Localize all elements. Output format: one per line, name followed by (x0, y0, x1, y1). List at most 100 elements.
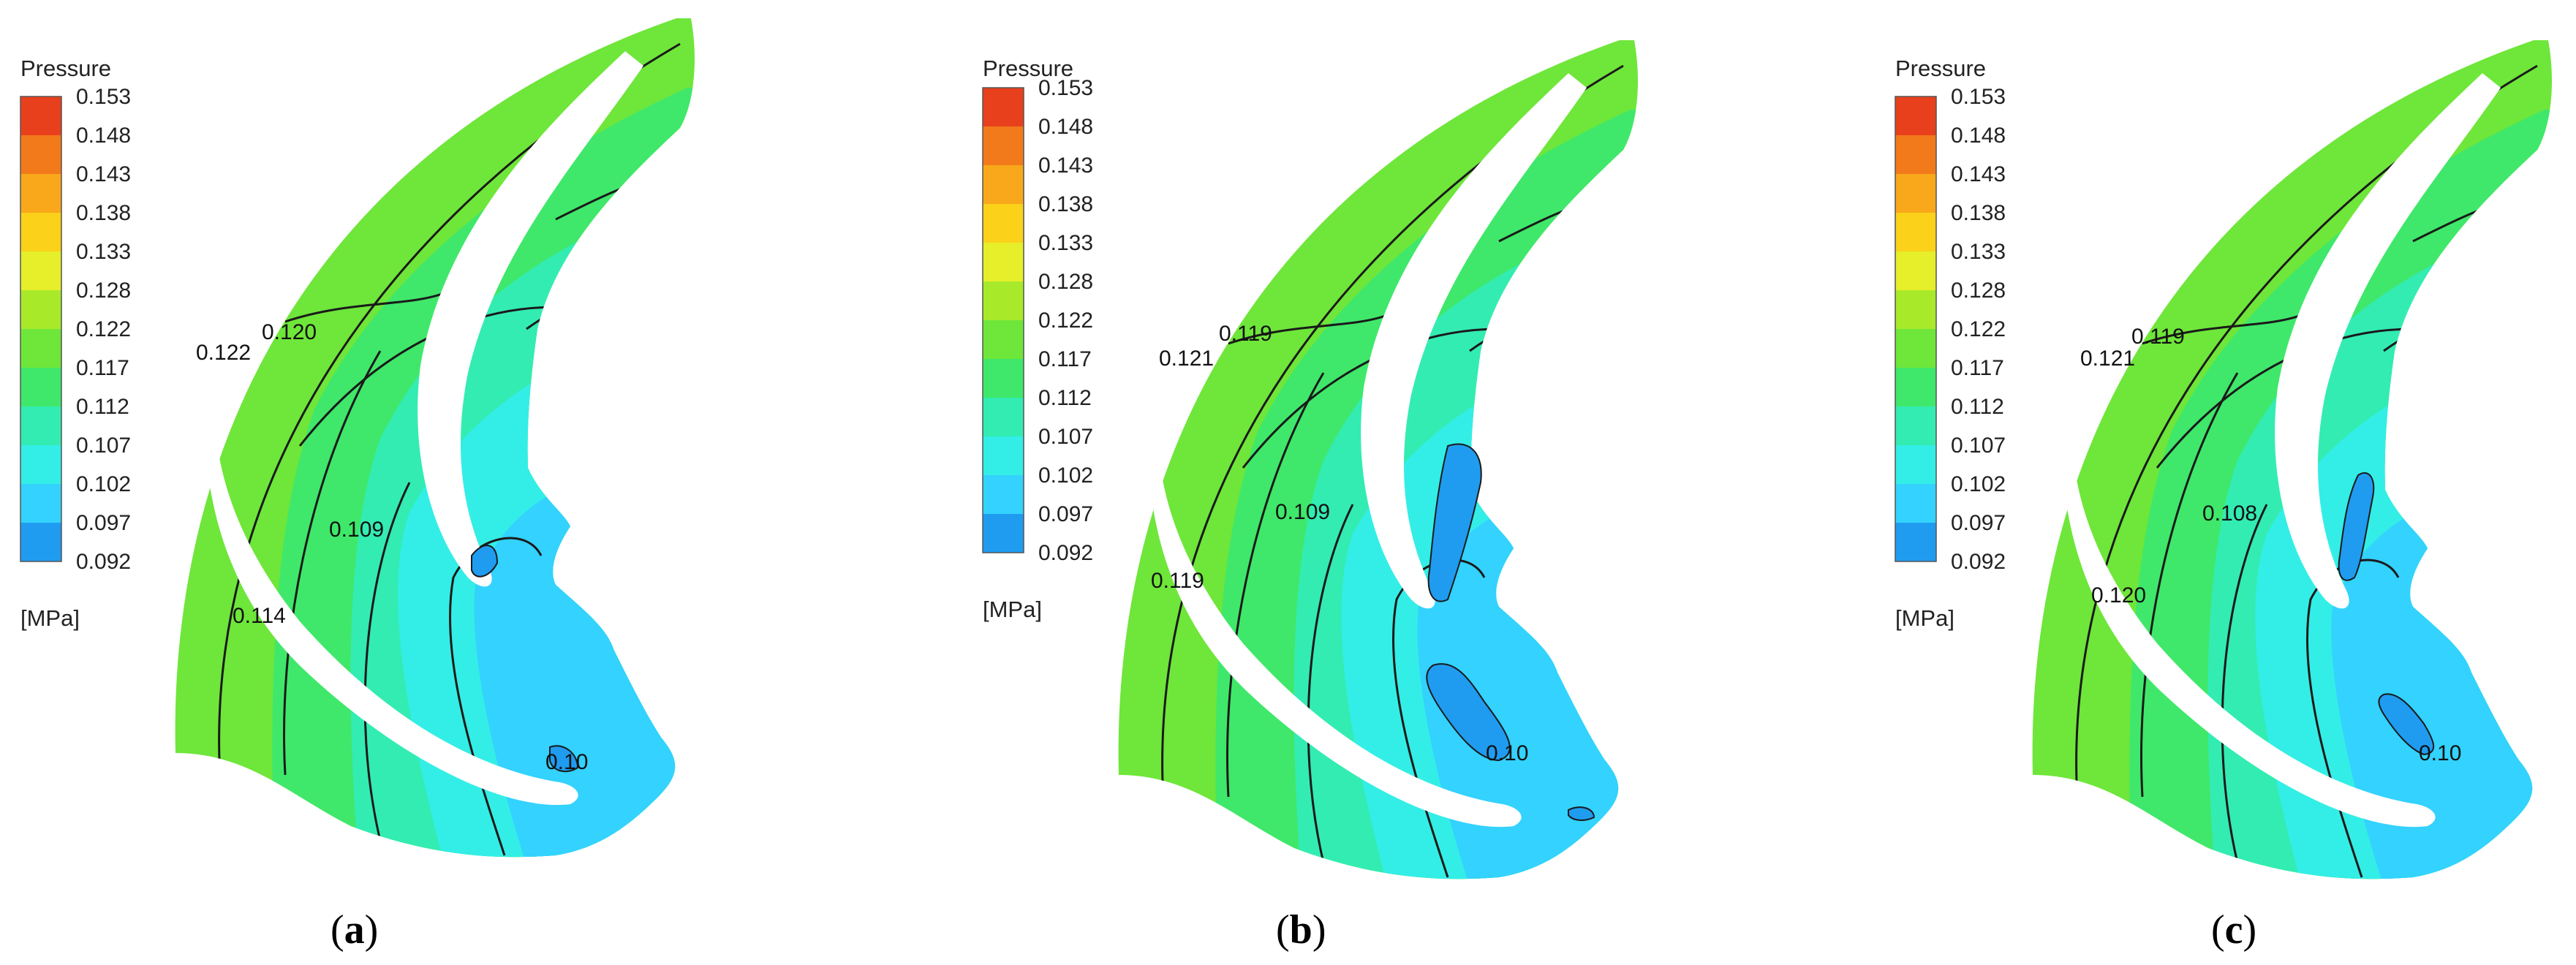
legend-color-swatch (1895, 484, 1936, 523)
legend-tick-label: 0.138 (1951, 201, 2006, 225)
legend-tick-label: 0.102 (76, 472, 131, 496)
legend-title: Pressure (983, 56, 1073, 81)
legend-colorbar (982, 87, 1024, 553)
legend-color-swatch (1895, 213, 1936, 251)
legend-colorbar (1895, 96, 1937, 562)
legend-color-swatch (1895, 329, 1936, 368)
legend-tick-label: 0.153 (1951, 85, 2006, 109)
legend-tick-label: 0.133 (1038, 231, 1093, 255)
legend-color-swatch (983, 436, 1024, 475)
legend-tick-labels: 0.153 0.148 0.143 0.138 0.133 0.128 0.122 0.117… (1038, 76, 1093, 565)
contour-label: 0.114 (233, 604, 286, 628)
contour-label: 0.108 (2202, 502, 2257, 526)
panel-c: Pressure 0.1530.1480.1430.1380.1330.1280… (1895, 40, 2576, 965)
legend-tick-label: 0.138 (1038, 192, 1093, 216)
contour-label: 0.121 (2080, 347, 2135, 371)
legend-tick-label: 0.143 (76, 162, 131, 186)
legend-color-swatch (20, 368, 61, 406)
legend-unit: [MPa] (20, 605, 80, 631)
legend-color-swatch (983, 475, 1024, 514)
legend-color-swatch (20, 406, 61, 445)
legend-colorbar (20, 96, 62, 562)
legend-tick-label: 0.148 (76, 124, 131, 148)
legend-color-swatch (20, 329, 61, 368)
legend-c: Pressure 0.1530.1480.1430.1380.1330.1280… (1895, 56, 2006, 631)
contour-label: 0.10 (2419, 741, 2461, 765)
legend-color-swatch (1895, 174, 1936, 213)
contour-label: 0.120 (262, 320, 317, 344)
legend-tick-label: 0.097 (1038, 502, 1093, 526)
legend-color-swatch (20, 484, 61, 523)
legend-tick-label: 0.107 (1951, 434, 2006, 458)
legend-color-swatch (20, 523, 61, 561)
legend-unit: [MPa] (1895, 605, 1954, 631)
legend-tick-label: 0.148 (1951, 124, 2006, 148)
panel-caption: (b) (1276, 907, 1326, 953)
contour-label: 0.121 (1159, 347, 1214, 371)
legend-frame (20, 96, 62, 562)
pressure-contour-channel (175, 18, 804, 950)
legend-color-swatch (1895, 96, 1936, 135)
legend-color-swatch (20, 174, 61, 213)
legend-color-swatch (20, 445, 61, 484)
legend-tick-label: 0.117 (1038, 347, 1092, 371)
legend-color-swatch (1895, 251, 1936, 290)
legend-tick-label: 0.102 (1951, 472, 2006, 496)
legend-a: Pressure 0.1530.1480.1430.1380.1330.1280… (20, 56, 131, 631)
legend-title: Pressure (20, 56, 111, 81)
legend-color-swatch (983, 398, 1024, 436)
legend-tick-label: 0.128 (1038, 270, 1093, 294)
legend-tick-label: 0.107 (76, 434, 131, 458)
legend-tick-label: 0.112 (76, 395, 129, 419)
legend-color-swatch (1895, 445, 1936, 484)
legend-color-swatch (983, 165, 1024, 204)
legend-title: Pressure (1895, 56, 1986, 81)
legend-frame (1895, 96, 1937, 562)
legend-color-swatch (20, 290, 61, 329)
contour-label: 0.119 (1151, 569, 1204, 593)
contour-label: 0.119 (1219, 322, 1272, 346)
contour-label: 0.109 (1275, 500, 1330, 524)
legend-b: Pressure 0.1530.1480.1430.1380.1330.1280… (982, 56, 1093, 622)
legend-color-swatch (20, 135, 61, 174)
legend-color-swatch (1895, 368, 1936, 406)
contour-label: 0.10 (1486, 741, 1528, 765)
legend-tick-label: 0.143 (1951, 162, 2006, 186)
legend-tick-label: 0.112 (1038, 386, 1092, 410)
panel-caption: (a) (331, 907, 378, 953)
legend-color-swatch (1895, 406, 1936, 445)
legend-tick-label: 0.112 (1951, 395, 2004, 419)
legend-tick-label: 0.092 (1951, 550, 2006, 574)
legend-tick-label: 0.117 (76, 356, 129, 380)
legend-color-swatch (983, 359, 1024, 398)
legend-frame (982, 87, 1024, 553)
legend-tick-label: 0.128 (76, 279, 131, 303)
contour-label: 0.120 (2091, 583, 2146, 608)
panel-caption: (c) (2211, 907, 2256, 953)
legend-tick-label: 0.122 (76, 317, 131, 341)
legend-color-swatch (983, 204, 1024, 243)
legend-tick-label: 0.092 (1038, 541, 1093, 565)
pressure-contour-channel (1119, 40, 1748, 965)
contour-label: 0.109 (329, 518, 384, 542)
legend-tick-label: 0.092 (76, 550, 131, 574)
contour-label: 0.122 (196, 341, 251, 365)
legend-tick-label: 0.133 (1951, 240, 2006, 264)
contour-label: 0.119 (2131, 325, 2185, 349)
panel-a: Pressure 0.1530.1480.1430.1380.1330.1280… (20, 18, 804, 953)
legend-tick-label: 0.133 (76, 240, 131, 264)
legend-color-swatch (983, 281, 1024, 320)
legend-color-swatch (20, 251, 61, 290)
panel-b: Pressure 0.1530.1480.1430.1380.1330.1280… (982, 40, 1748, 965)
legend-color-swatch (983, 514, 1024, 553)
pressure-contour-channel (2033, 40, 2576, 965)
legend-tick-label: 0.153 (76, 85, 131, 109)
legend-tick-label: 0.117 (1951, 356, 2004, 380)
legend-tick-labels: 0.153 0.148 0.143 0.138 0.133 0.128 0.122 0.117… (1951, 85, 2006, 574)
legend-color-swatch (1895, 135, 1936, 174)
legend-tick-label: 0.153 (1038, 76, 1093, 100)
legend-color-swatch (983, 320, 1024, 359)
legend-tick-label: 0.097 (1951, 511, 2006, 535)
legend-tick-labels: 0.153 0.148 0.143 0.138 0.133 0.128 0.122 0.117… (76, 85, 131, 574)
